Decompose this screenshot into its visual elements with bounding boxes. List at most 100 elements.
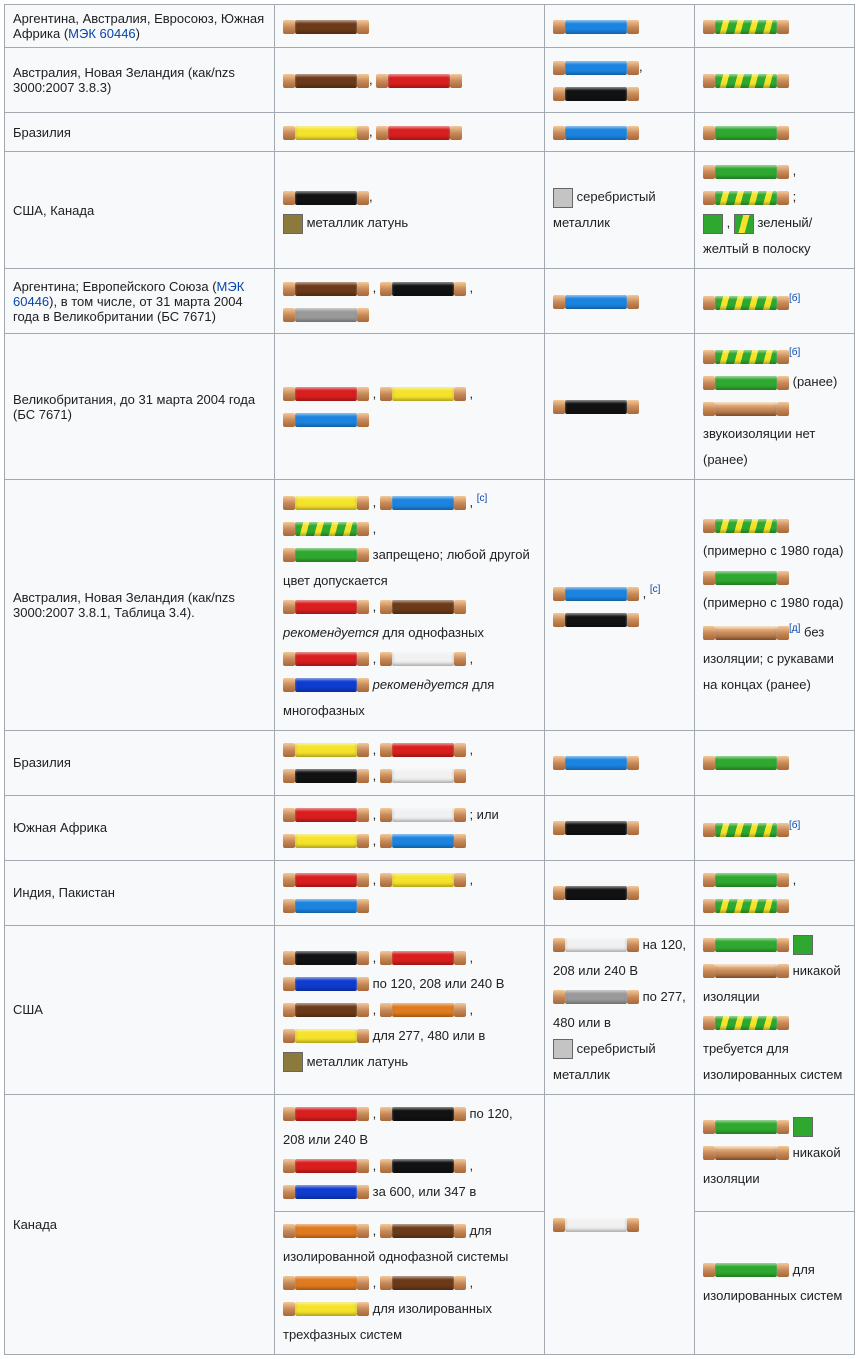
region-cell: Аргентина, Австралия, Евросоюз, Южная Аф… bbox=[5, 5, 275, 48]
cell-text: (примерно с 1980 года) bbox=[703, 595, 843, 610]
neutral-cell: на 120, 208 или 240 В по 277, 480 или в … bbox=[545, 925, 695, 1094]
wire-brown bbox=[392, 1224, 454, 1238]
wire-black bbox=[565, 400, 627, 414]
table-row: Бразилия, bbox=[5, 113, 855, 152]
table-row: Канада , по 120, 208 или 240 В , , за 60… bbox=[5, 1094, 855, 1211]
wire-bare bbox=[715, 964, 777, 978]
wire-brown bbox=[392, 1276, 454, 1290]
neutral-cell bbox=[545, 860, 695, 925]
wire-orange bbox=[295, 1224, 357, 1238]
wire-red bbox=[392, 743, 454, 757]
wire-black bbox=[565, 821, 627, 835]
note-text: рекомендуется bbox=[283, 625, 379, 640]
cell-text: по 120, 208 или 240 В bbox=[369, 976, 504, 991]
neutral-cell bbox=[545, 113, 695, 152]
wire-black bbox=[565, 613, 627, 627]
ground-cell: [б] bbox=[695, 795, 855, 860]
wire-grey bbox=[295, 308, 357, 322]
wire-green_yellow_striped bbox=[715, 899, 777, 913]
table-row: США , , по 120, 208 или 240 В , , для 27… bbox=[5, 925, 855, 1094]
footnote-ref[interactable]: [д] bbox=[789, 623, 800, 634]
region-cell: США, Канада bbox=[5, 152, 275, 269]
neutral-cell: , bbox=[545, 48, 695, 113]
wire-green bbox=[715, 376, 777, 390]
cell-text: металлик латунь bbox=[303, 215, 408, 230]
ground-cell: , bbox=[695, 860, 855, 925]
wire-yellow bbox=[392, 387, 454, 401]
wire-white bbox=[392, 652, 454, 666]
wire-bare bbox=[715, 626, 777, 640]
cell-text: (примерно с 1980 года) bbox=[703, 543, 843, 558]
cell-text: (ранее) bbox=[789, 374, 837, 389]
footnote-ref[interactable]: [б] bbox=[789, 347, 800, 358]
region-text: Индия, Пакистан bbox=[13, 885, 115, 900]
wire-green bbox=[715, 165, 777, 179]
wire-yellow bbox=[295, 496, 357, 510]
wire-brown bbox=[295, 282, 357, 296]
region-cell: Бразилия bbox=[5, 113, 275, 152]
wire-black bbox=[392, 1159, 454, 1173]
wire-green_yellow_striped bbox=[715, 1016, 777, 1030]
region-cell: США bbox=[5, 925, 275, 1094]
region-text: Канада bbox=[13, 1217, 57, 1232]
wire-bare bbox=[715, 1146, 777, 1160]
wire-blue bbox=[295, 1185, 357, 1199]
wire-white bbox=[392, 808, 454, 822]
swatch-lightgrey bbox=[553, 1039, 573, 1059]
region-text: Бразилия bbox=[13, 125, 71, 140]
wire-green_yellow_striped bbox=[715, 519, 777, 533]
footnote-ref[interactable]: [б] bbox=[789, 293, 800, 304]
region-text: Австралия, Новая Зеландия (как/nzs 3000:… bbox=[13, 590, 235, 620]
footnote-ref[interactable]: [с] bbox=[650, 584, 661, 595]
swatch-green-yellow-stripe bbox=[734, 214, 754, 234]
wire-black bbox=[392, 282, 454, 296]
wire-lightblue bbox=[565, 61, 627, 75]
neutral-cell bbox=[545, 269, 695, 334]
swatch-lightgrey bbox=[553, 188, 573, 208]
wire-green_yellow_striped bbox=[295, 522, 357, 536]
wire-black bbox=[295, 769, 357, 783]
table-row: Великобритания, до 31 марта 2004 года (Б… bbox=[5, 334, 855, 480]
region-cell: Австралия, Новая Зеландия (как/nzs 3000:… bbox=[5, 480, 275, 730]
wire-lightblue bbox=[392, 496, 454, 510]
wire-green_yellow_striped bbox=[715, 74, 777, 88]
standard-link[interactable]: МЭК 60446 bbox=[68, 26, 136, 41]
wire-red bbox=[388, 126, 450, 140]
wire-white bbox=[392, 769, 454, 783]
ground-cell: никакой изоляции bbox=[695, 1094, 855, 1211]
wire-green bbox=[715, 126, 777, 140]
wire-yellow bbox=[295, 126, 357, 140]
wire-black bbox=[565, 886, 627, 900]
wire-green_yellow_striped bbox=[715, 20, 777, 34]
wire-green bbox=[715, 571, 777, 585]
wire-yellow bbox=[392, 873, 454, 887]
wire-green bbox=[715, 756, 777, 770]
wire-red bbox=[295, 652, 357, 666]
ground-cell bbox=[695, 113, 855, 152]
region-cell: Индия, Пакистан bbox=[5, 860, 275, 925]
wire-yellow bbox=[295, 834, 357, 848]
wire-blue bbox=[295, 977, 357, 991]
neutral-cell bbox=[545, 5, 695, 48]
wire-yellow bbox=[295, 1302, 357, 1316]
wire-lightblue bbox=[565, 295, 627, 309]
wire-black bbox=[565, 87, 627, 101]
neutral-cell bbox=[545, 795, 695, 860]
region-text: Аргентина; Европейского Союза ( bbox=[13, 279, 217, 294]
phase-cell: , по 120, 208 или 240 В , , за 600, или … bbox=[275, 1094, 545, 1211]
footnote-ref[interactable]: [б] bbox=[789, 820, 800, 831]
wire-black bbox=[295, 191, 357, 205]
phase-cell: , для изолированной однофазной системы ,… bbox=[275, 1211, 545, 1354]
ground-cell: [б] bbox=[695, 269, 855, 334]
phase-cell: , , [с] , запрещено; любой другой цвет д… bbox=[275, 480, 545, 730]
region-text: Бразилия bbox=[13, 755, 71, 770]
neutral-cell: , [с] bbox=[545, 480, 695, 730]
wire-lightblue bbox=[565, 756, 627, 770]
cell-text: за 600, или 347 в bbox=[369, 1184, 476, 1199]
wire-brown bbox=[295, 1003, 357, 1017]
cell-text: звукоизоляции нет (ранее) bbox=[703, 426, 815, 467]
table-row: США, Канада, металлик латунь серебристый… bbox=[5, 152, 855, 269]
region-cell: Канада bbox=[5, 1094, 275, 1354]
footnote-ref[interactable]: [с] bbox=[477, 493, 488, 504]
wire-green bbox=[715, 873, 777, 887]
